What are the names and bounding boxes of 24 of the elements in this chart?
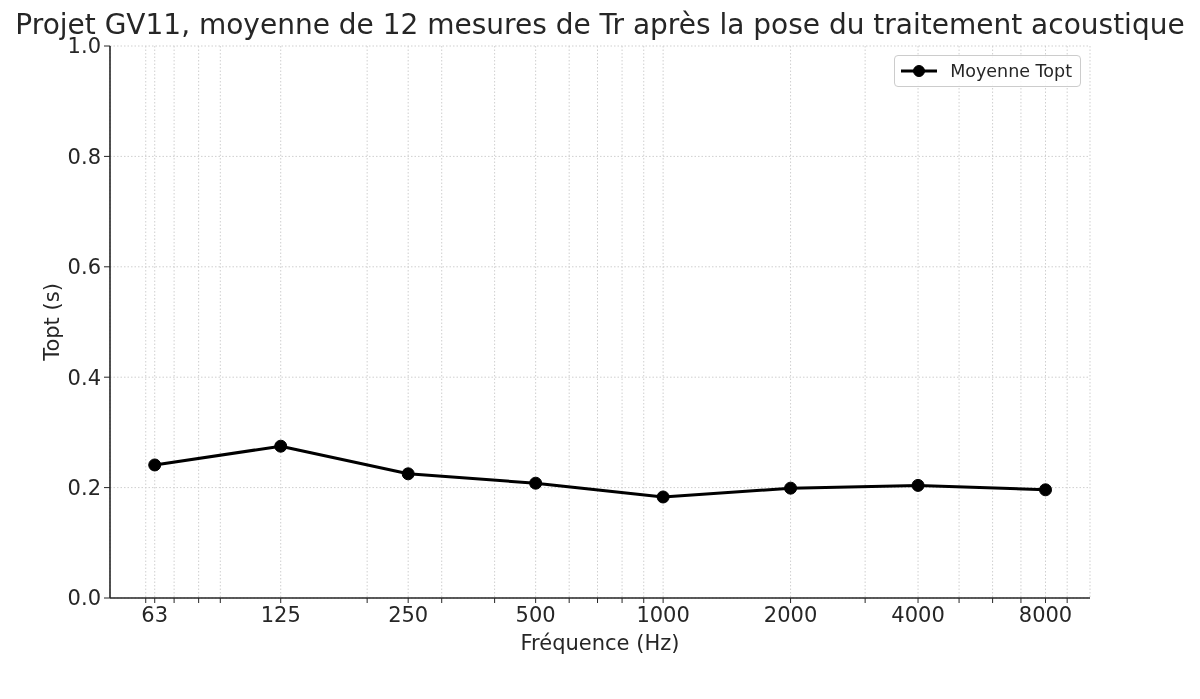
y-tick-label: 0.8: [67, 144, 101, 169]
legend-label: Moyenne Topt: [950, 60, 1072, 82]
y-axis-title: Topt (s): [40, 283, 64, 362]
point: [274, 439, 288, 453]
x-tick-label: 125: [260, 602, 301, 627]
x-tick-label: 1000: [636, 602, 690, 627]
x-tick-label: 500: [515, 602, 556, 627]
point: [911, 478, 925, 492]
x-tick-label: 63: [141, 602, 169, 627]
point: [148, 458, 162, 472]
point: [529, 476, 543, 490]
y-tick-label: 0.4: [67, 365, 101, 390]
x-tick-label: 250: [388, 602, 429, 627]
point: [401, 467, 415, 481]
x-tick-label: 2000: [763, 602, 818, 627]
point: [784, 481, 798, 495]
point: [1039, 483, 1052, 497]
x-tick-label: 4000: [891, 602, 945, 627]
point: [656, 490, 670, 504]
x-tick-label: 8000: [1018, 602, 1073, 627]
x-axis-title: Fréquence (Hz): [520, 631, 680, 655]
y-tick-label: 0.6: [67, 255, 101, 280]
y-tick-label: 0.0: [67, 586, 101, 611]
y-tick-label: 0.2: [67, 476, 101, 501]
